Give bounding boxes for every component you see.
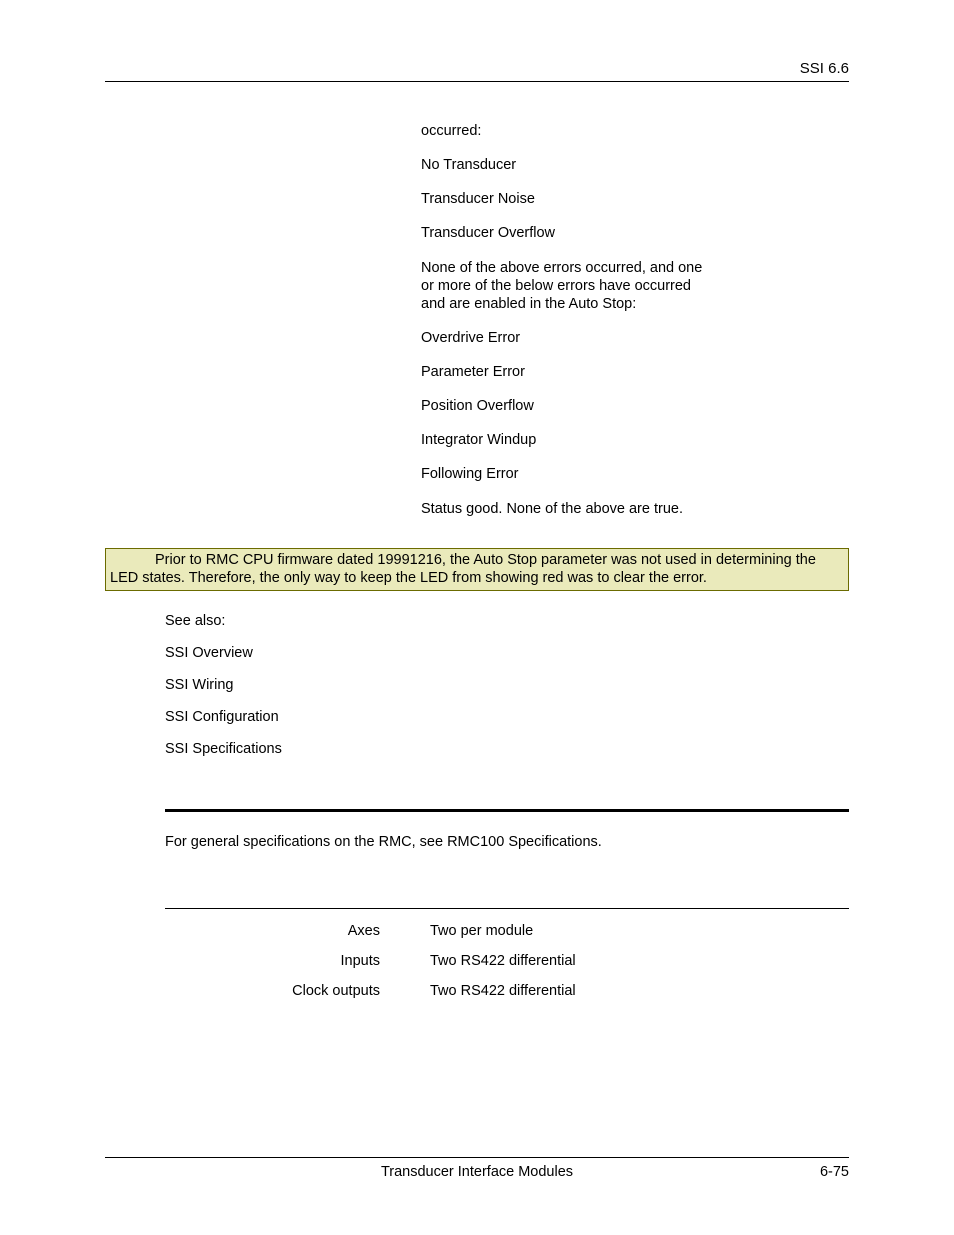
footer-page-number: 6-75 xyxy=(820,1164,849,1180)
general-spec-note: For general specifications on the RMC, s… xyxy=(165,834,849,850)
spec-table-rule xyxy=(165,908,849,909)
spec-label: Clock outputs xyxy=(165,983,430,999)
table-row: Clock outputs Two RS422 differential xyxy=(165,983,849,999)
error-item: No Transducer xyxy=(421,156,703,174)
spec-label: Inputs xyxy=(165,953,430,969)
error-item: Transducer Overflow xyxy=(421,224,703,242)
table-row: Axes Two per module xyxy=(165,923,849,939)
error-item: Parameter Error xyxy=(421,363,703,381)
header-section-label: SSI 6.6 xyxy=(800,60,849,77)
status-ok-text: Status good. None of the above are true. xyxy=(421,500,703,518)
error-item: Position Overflow xyxy=(421,397,703,415)
spec-value: Two RS422 differential xyxy=(430,983,849,999)
see-also-link[interactable]: SSI Specifications xyxy=(165,741,849,757)
error-item: Following Error xyxy=(421,465,703,483)
see-also-link[interactable]: SSI Overview xyxy=(165,645,849,661)
footer-title: Transducer Interface Modules xyxy=(105,1164,849,1180)
spec-label: Axes xyxy=(165,923,430,939)
error-mid-text: None of the above errors occurred, and o… xyxy=(421,259,703,313)
firmware-note-text: Prior to RMC CPU firmware dated 19991216… xyxy=(110,552,816,587)
error-status-column: occurred: No Transducer Transducer Noise… xyxy=(421,122,703,518)
spec-value: Two per module xyxy=(430,923,849,939)
error-intro: occurred: xyxy=(421,122,703,140)
spec-value: Two RS422 differential xyxy=(430,953,849,969)
error-item: Overdrive Error xyxy=(421,329,703,347)
error-item: Integrator Windup xyxy=(421,431,703,449)
see-also-block: See also: SSI Overview SSI Wiring SSI Co… xyxy=(165,613,849,757)
firmware-note-box: Prior to RMC CPU firmware dated 19991216… xyxy=(105,548,849,592)
see-also-link[interactable]: SSI Wiring xyxy=(165,677,849,693)
see-also-heading: See also: xyxy=(165,613,849,629)
section-divider xyxy=(165,809,849,812)
error-item: Transducer Noise xyxy=(421,190,703,208)
table-row: Inputs Two RS422 differential xyxy=(165,953,849,969)
page-footer: Transducer Interface Modules 6-75 xyxy=(105,1157,849,1180)
see-also-link[interactable]: SSI Configuration xyxy=(165,709,849,725)
spec-table: Axes Two per module Inputs Two RS422 dif… xyxy=(165,923,849,999)
page-header: SSI 6.6 xyxy=(105,60,849,82)
